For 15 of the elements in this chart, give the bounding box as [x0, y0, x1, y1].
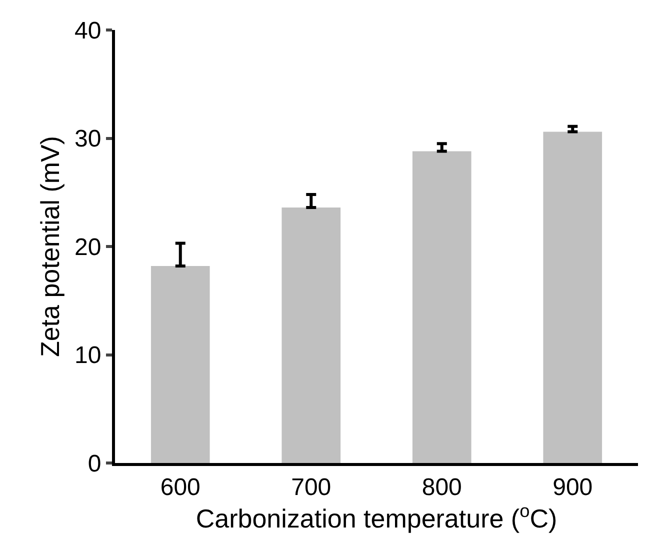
bar	[282, 208, 341, 463]
x-tick-label: 900	[552, 474, 593, 501]
y-tick-label: 40	[74, 17, 102, 44]
bar	[412, 151, 472, 463]
x-tick-label: 800	[422, 474, 462, 501]
y-tick-label: 0	[88, 450, 102, 478]
bar	[543, 132, 602, 463]
y-axis-title: Zeta potential (mV)	[34, 136, 65, 358]
y-tick-label: 30	[74, 126, 102, 153]
x-axis-title: Carbonization temperature ($^{o}$C)	[196, 500, 558, 534]
bar	[150, 266, 210, 463]
x-tick-label: 600	[160, 474, 200, 501]
x-tick-label: 700	[291, 474, 332, 501]
y-tick-label: 10	[74, 342, 102, 370]
y-tick-label: 20	[74, 234, 102, 261]
